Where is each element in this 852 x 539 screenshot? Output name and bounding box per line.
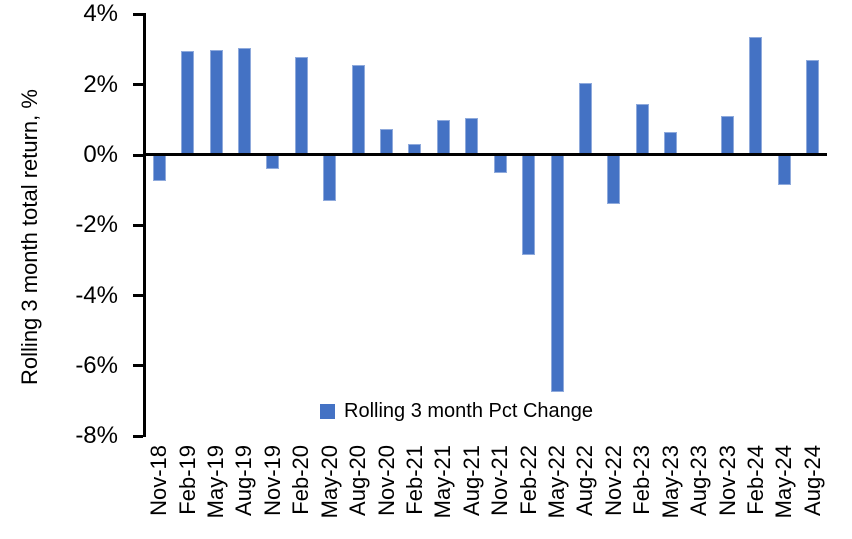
x-tick-label: Feb-22 (515, 445, 541, 515)
y-axis-title: Rolling 3 month total return, % (17, 89, 42, 385)
x-tick-label: Feb-19 (174, 445, 200, 515)
legend-label: Rolling 3 month Pct Change (344, 400, 594, 422)
bar-Feb-23 (635, 104, 649, 155)
legend-swatch-icon (320, 404, 335, 419)
bar-May-24 (777, 155, 791, 185)
x-tick-label: Feb-24 (742, 445, 768, 515)
x-tick-label: Feb-21 (401, 445, 427, 515)
y-tick-mark (133, 364, 143, 368)
bar-Feb-19 (181, 51, 195, 155)
bar-May-21 (436, 119, 450, 155)
x-tick-label: Aug-24 (799, 445, 825, 516)
bar-Nov-21 (493, 155, 507, 173)
bar-Aug-21 (465, 118, 479, 155)
y-axis-line (143, 13, 146, 437)
bar-May-22 (550, 155, 564, 393)
y-tick-label: -8% (75, 422, 118, 450)
x-tick-label: May-23 (657, 445, 683, 519)
x-tick-label: May-22 (544, 445, 570, 519)
x-tick-label: Nov-18 (146, 445, 172, 516)
y-tick-label: 4% (83, 0, 118, 28)
x-tick-label: Aug-21 (458, 445, 484, 516)
y-tick-mark (133, 223, 143, 227)
x-tick-label: Aug-20 (345, 445, 371, 516)
bar-Nov-18 (152, 155, 166, 182)
bar-Nov-19 (266, 155, 280, 170)
bar-Nov-22 (607, 155, 621, 205)
y-tick-mark (133, 12, 143, 16)
bar-May-20 (323, 155, 337, 201)
x-tick-label: Feb-23 (629, 445, 655, 515)
bar-Aug-22 (578, 82, 592, 155)
x-tick-label: May-24 (771, 445, 797, 519)
x-tick-label: Aug-23 (686, 445, 712, 516)
y-tick-label: -6% (75, 351, 118, 379)
bar-Feb-24 (749, 37, 763, 155)
x-tick-label: May-20 (316, 445, 342, 519)
x-axis-zero-line (143, 153, 827, 156)
bar-Aug-19 (237, 47, 251, 155)
bar-Aug-20 (351, 65, 365, 155)
x-tick-label: Aug-19 (231, 445, 257, 516)
bar-Feb-22 (522, 155, 536, 256)
y-tick-label: 0% (83, 141, 118, 168)
x-tick-label: Nov-19 (259, 445, 285, 516)
x-tick-label: Nov-21 (487, 445, 513, 516)
x-tick-label: May-19 (203, 445, 229, 519)
y-tick-label: -2% (75, 211, 118, 239)
x-tick-label: Feb-20 (288, 445, 314, 515)
x-tick-label: May-21 (430, 445, 456, 519)
y-tick-mark (133, 153, 143, 157)
y-tick-mark (133, 294, 143, 298)
bar-Nov-20 (380, 128, 394, 155)
y-tick-mark (133, 434, 143, 438)
x-tick-label: Nov-20 (373, 445, 399, 516)
x-tick-label: Aug-22 (572, 445, 598, 516)
x-tick-label: Nov-23 (714, 445, 740, 516)
y-tick-label: -4% (75, 281, 118, 309)
y-tick-label: 2% (83, 70, 118, 98)
bar-Feb-20 (294, 56, 308, 155)
y-tick-mark (133, 83, 143, 87)
bar-May-23 (664, 132, 678, 155)
x-tick-label: Nov-22 (600, 445, 626, 516)
legend: Rolling 3 month Pct Change (320, 400, 593, 423)
bar-Aug-24 (806, 60, 820, 155)
bar-May-19 (209, 49, 223, 155)
bar-Nov-23 (721, 116, 735, 155)
